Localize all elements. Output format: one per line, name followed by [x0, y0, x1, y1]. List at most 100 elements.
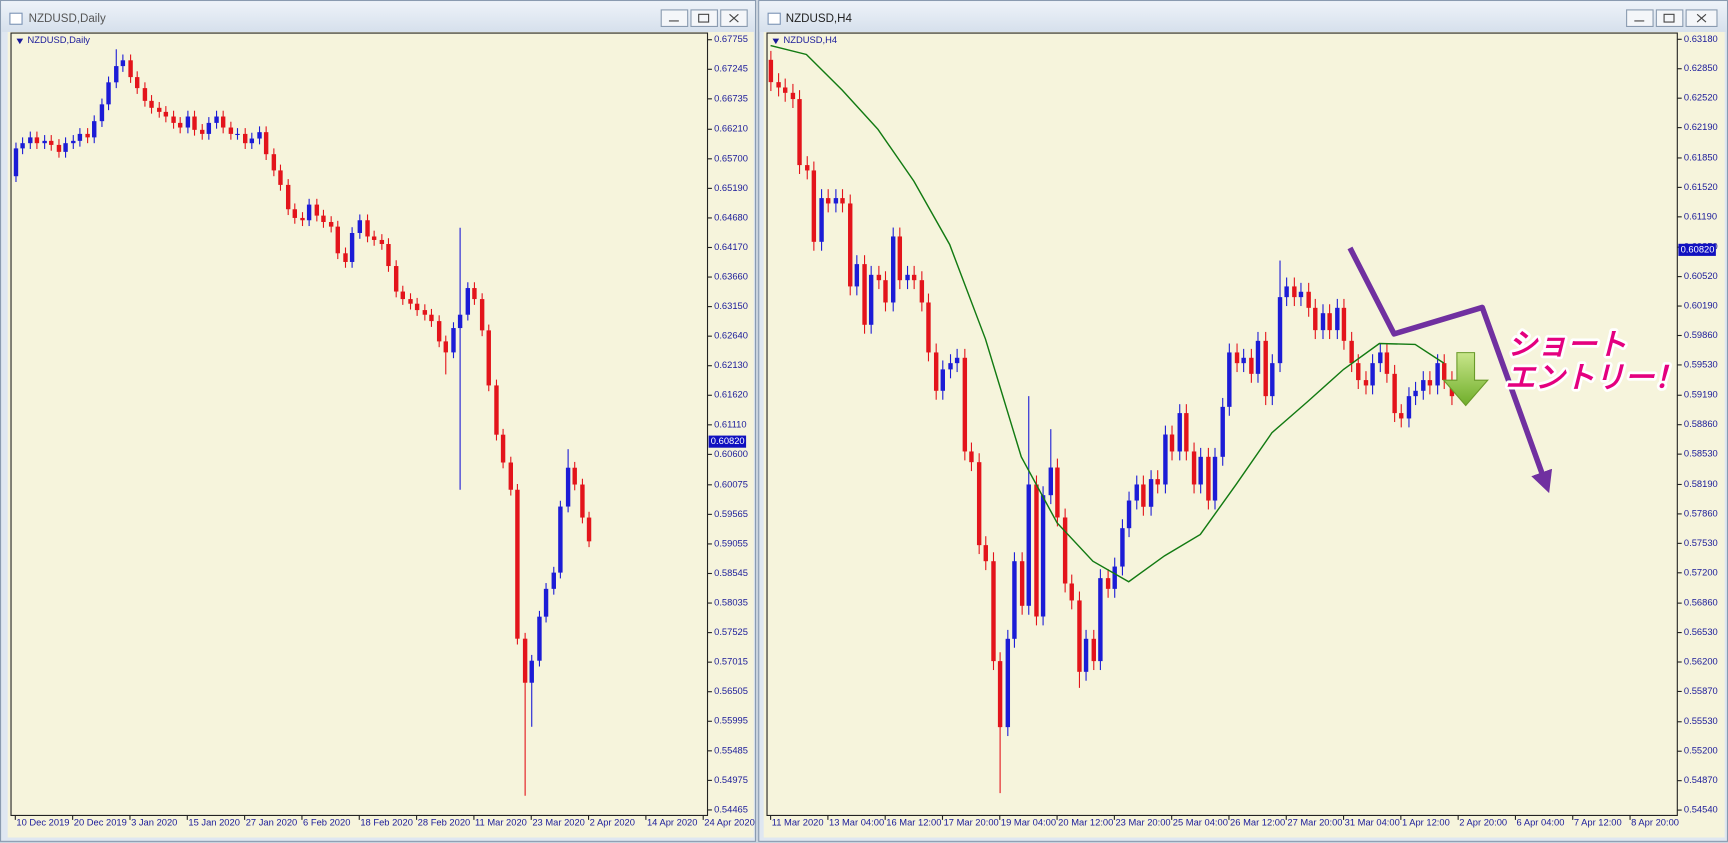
candle-body [457, 314, 463, 329]
candle-body [1363, 380, 1369, 386]
candle-body [1048, 467, 1053, 496]
y-tick-label: 0.56860 [1684, 598, 1718, 608]
y-tick-label: 0.67755 [714, 34, 748, 44]
maximize-button[interactable] [1655, 9, 1684, 27]
candle-body [983, 545, 988, 562]
candle-body [1306, 291, 1311, 308]
y-tick-label: 0.62640 [714, 331, 748, 341]
x-tick-label: 16 Mar 12:00 [886, 818, 941, 828]
y-tick-label: 0.61850 [1684, 152, 1718, 162]
x-tick-label: 24 Apr 2020 [704, 818, 754, 828]
y-tick-label: 0.55485 [714, 745, 748, 755]
candle-body [840, 198, 845, 204]
symbol-label: NZDUSD,H4 [784, 35, 838, 45]
candle-body [114, 66, 119, 83]
x-tick-label: 26 Mar 12:00 [1230, 818, 1285, 828]
candle-body [833, 198, 839, 204]
candle-body [776, 82, 781, 88]
candle-body [1163, 434, 1168, 485]
y-tick-label: 0.64170 [714, 242, 748, 252]
candle-body [1026, 484, 1031, 606]
candle-body [976, 462, 982, 546]
y-tick-label: 0.60190 [1684, 301, 1718, 311]
annotation-text: ショート [1508, 328, 1627, 363]
candle-body [558, 506, 563, 573]
maximize-button[interactable] [690, 9, 718, 27]
y-tick-label: 0.55530 [1684, 716, 1718, 726]
candle-body [235, 133, 240, 136]
x-tick-label: 27 Jan 2020 [246, 818, 298, 828]
candle-body [77, 133, 83, 141]
candle-body [1184, 413, 1189, 452]
candle-body [128, 60, 133, 78]
chart-h4: 0.63180 0.62850 0.62520 0.62190 0.61850 0.615… [768, 34, 1718, 828]
y-tick-label: 0.55870 [1684, 686, 1718, 696]
price-tag [708, 435, 747, 448]
x-tick-label: 23 Mar 20:00 [1115, 818, 1170, 828]
candle-body [200, 129, 205, 134]
y-tick-label: 0.62850 [1684, 63, 1718, 73]
x-tick-label: 25 Mar 04:00 [1173, 818, 1228, 828]
candle-body [797, 99, 802, 166]
candle-body [429, 314, 434, 322]
candle-body [1413, 390, 1418, 397]
window-title: NZDUSD,H4 [786, 13, 853, 25]
minimize-button[interactable] [1626, 9, 1654, 27]
candle-body [300, 217, 305, 221]
x-tick-label: 10 Dec 2019 [16, 818, 69, 828]
title-bar [759, 1, 1727, 32]
title-bar [1, 1, 755, 32]
candle-body [149, 100, 154, 108]
y-tick-label: 0.59190 [1684, 390, 1718, 400]
candle-body [20, 143, 25, 149]
candle-body [185, 116, 191, 128]
y-tick-label: 0.60600 [714, 449, 748, 459]
candle-body [28, 137, 33, 144]
candle-body [393, 266, 399, 292]
candle-body [1384, 352, 1390, 374]
candle-body [1249, 357, 1254, 374]
candle-body [580, 484, 585, 518]
candle-body [537, 616, 542, 661]
candle-body [933, 352, 939, 391]
candle-body [1220, 406, 1225, 457]
candle-body [1277, 297, 1283, 364]
candle-body [940, 369, 945, 391]
y-tick-label: 0.66735 [714, 93, 748, 103]
minimize-button[interactable] [660, 9, 689, 27]
candle-body [1206, 456, 1211, 501]
x-tick-label: 8 Apr 20:00 [1631, 818, 1679, 828]
candle-body [1155, 479, 1160, 485]
x-tick-label: 19 Mar 04:00 [1001, 818, 1056, 828]
y-tick-label: 0.62130 [714, 360, 748, 370]
window-icon [9, 12, 23, 25]
candle-body [1335, 307, 1340, 331]
candle-body [92, 121, 97, 138]
x-tick-label: 2 Apr 2020 [590, 818, 635, 828]
y-tick-label: 0.59565 [714, 509, 748, 519]
y-tick-label: 0.54975 [714, 775, 748, 785]
candle-body [1327, 313, 1332, 331]
x-tick-label: 7 Apr 12:00 [1574, 818, 1622, 828]
y-tick-label: 0.61620 [714, 390, 748, 400]
candle-body [34, 137, 40, 144]
candle-body [120, 60, 126, 67]
candle-body [572, 467, 577, 485]
y-tick-label: 0.61520 [1684, 182, 1718, 192]
candle-body [285, 184, 291, 210]
candle-body [897, 236, 903, 281]
candle-body [177, 122, 183, 128]
candle-body [349, 233, 355, 262]
x-tick-label: 13 Mar 04:00 [829, 818, 884, 828]
x-tick-label: 14 Apr 2020 [647, 818, 697, 828]
candle-body [436, 321, 442, 342]
x-tick-label: 6 Feb 2020 [303, 818, 350, 828]
candle-body [42, 140, 47, 144]
down-arrow [1442, 352, 1489, 407]
candle-body [819, 198, 824, 242]
x-tick-label: 31 Mar 04:00 [1345, 818, 1400, 828]
candle-body [551, 572, 556, 589]
annotation: ショート エントリー！ [1347, 246, 1687, 494]
candle-body [1083, 638, 1089, 672]
candle-body [163, 111, 169, 117]
